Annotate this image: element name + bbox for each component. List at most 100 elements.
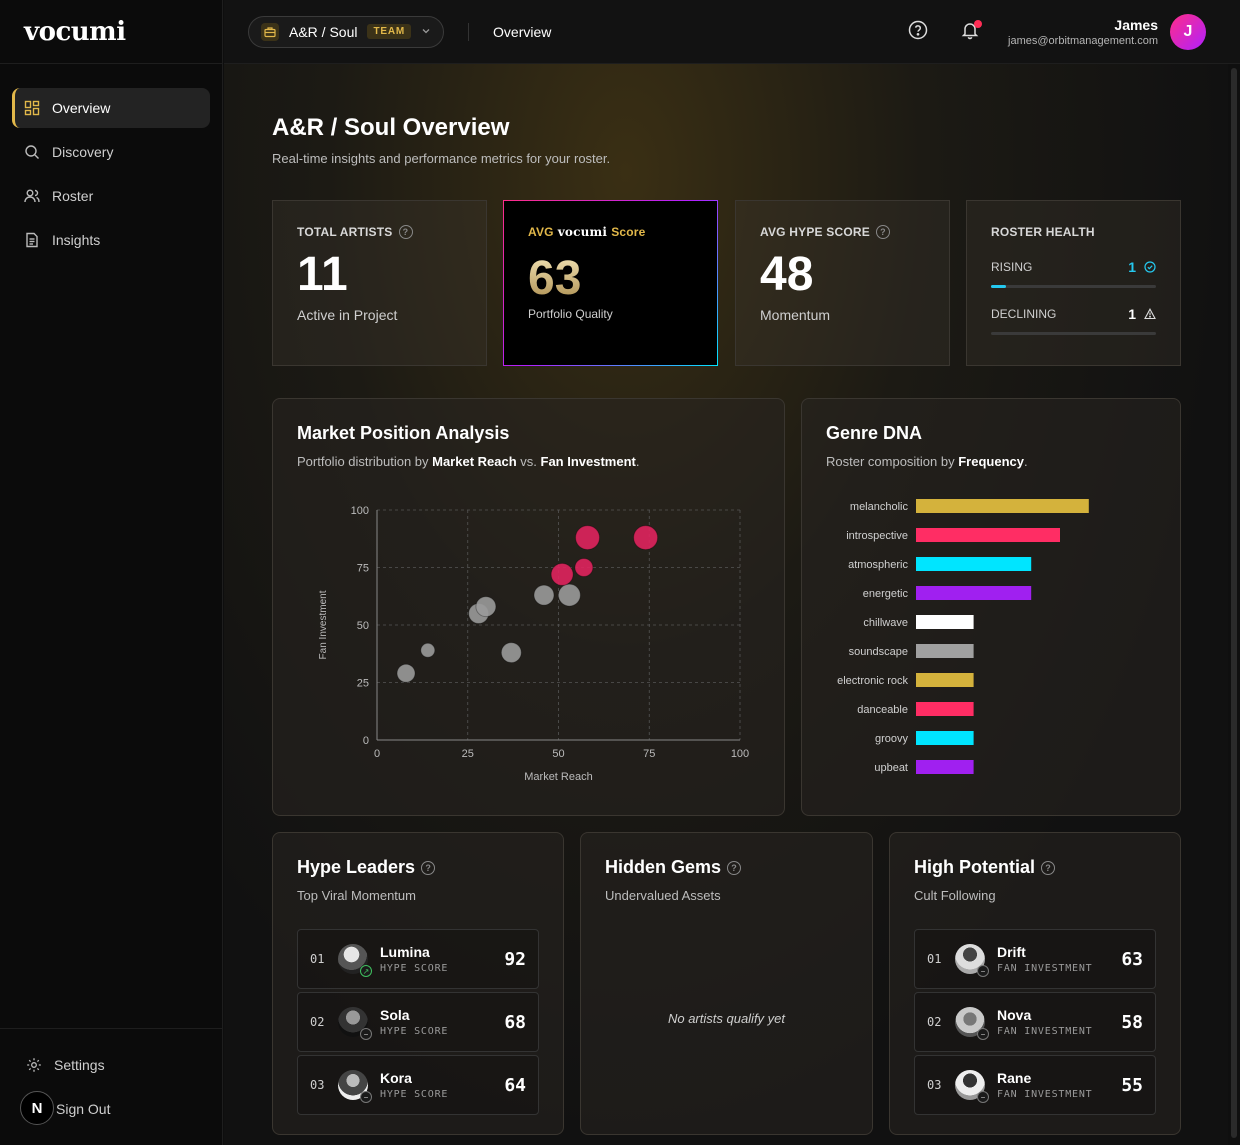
- panel-subtitle: Cult Following: [914, 888, 996, 903]
- gear-icon: [26, 1057, 42, 1073]
- x-tick-label: 100: [731, 748, 749, 760]
- team-name: A&R / Soul: [289, 23, 358, 40]
- topbar: A&R / Soul TEAM Overview James james@orb…: [224, 0, 1240, 64]
- sub-part: vs.: [516, 454, 541, 469]
- sidebar-item-label: Roster: [52, 188, 94, 204]
- sidebar: vocumi Overview Discovery Roster Insight…: [0, 0, 223, 1145]
- help-icon[interactable]: ?: [398, 225, 413, 239]
- avatar[interactable]: J: [1170, 14, 1206, 50]
- avatar: −: [955, 1070, 989, 1103]
- notifications-button[interactable]: [956, 18, 984, 46]
- sidebar-item-insights[interactable]: Insights: [12, 220, 210, 260]
- panel-title-text: High Potential: [914, 857, 1035, 877]
- scatter-point: [396, 663, 416, 683]
- user-email: james@orbitmanagement.com: [1008, 35, 1158, 47]
- trend-icon: ↗: [360, 965, 372, 977]
- list-item[interactable]: 03 − Rane FAN INVESTMENT 55: [914, 1055, 1156, 1115]
- market-position-panel: Market Position Analysis Portfolio distr…: [272, 398, 785, 816]
- y-tick-label: 0: [363, 735, 369, 747]
- y-axis-label: Fan Investment: [318, 590, 329, 659]
- avatar: −: [338, 1070, 372, 1103]
- artist-info: Kora HYPE SCORE: [380, 1070, 504, 1100]
- rank: 02: [310, 1015, 325, 1029]
- scrollbar-thumb[interactable]: [1231, 68, 1237, 1138]
- scatter-point: [557, 583, 581, 607]
- genre-label: chillwave: [863, 617, 908, 629]
- y-tick-label: 25: [357, 678, 369, 690]
- scatter-point: [633, 525, 659, 551]
- check-circle-icon: [1144, 261, 1156, 273]
- avatar-letter: J: [1183, 23, 1193, 40]
- list-item[interactable]: 01 ↗ Lumina HYPE SCORE 92: [297, 929, 539, 989]
- genre-label: groovy: [875, 733, 909, 745]
- help-button[interactable]: [904, 18, 932, 46]
- artist-name: Nova: [997, 1007, 1032, 1023]
- sidebar-item-discovery[interactable]: Discovery: [12, 132, 210, 172]
- stat-roster-health: ROSTER HEALTH RISING 1 DECLINING 1: [966, 200, 1181, 366]
- list-item[interactable]: 01 − Drift FAN INVESTMENT 63: [914, 929, 1156, 989]
- n-badge[interactable]: N: [20, 1091, 54, 1125]
- bell-icon: [960, 20, 980, 45]
- scatter-point: [550, 562, 574, 586]
- sidebar-footer: Settings Sign Out: [0, 1028, 223, 1145]
- list-item[interactable]: 02 − Nova FAN INVESTMENT 58: [914, 992, 1156, 1052]
- search-icon: [24, 144, 40, 160]
- y-tick-label: 75: [357, 563, 369, 575]
- sidebar-item-overview[interactable]: Overview: [12, 88, 210, 128]
- rank: 01: [927, 952, 942, 966]
- scatter-point: [575, 525, 601, 551]
- score: 68: [504, 1011, 526, 1033]
- stat-foot: Momentum: [760, 307, 831, 323]
- settings-label: Settings: [54, 1057, 105, 1073]
- stat-label-brand: vocumi: [557, 225, 608, 239]
- sidebar-item-roster[interactable]: Roster: [12, 176, 210, 216]
- panel-subtitle: Undervalued Assets: [605, 888, 721, 903]
- score: 63: [1121, 948, 1143, 970]
- help-icon[interactable]: ?: [875, 225, 890, 239]
- help-icon[interactable]: ?: [1041, 860, 1055, 875]
- team-selector[interactable]: A&R / Soul TEAM: [248, 15, 445, 48]
- stat-foot: Active in Project: [297, 307, 398, 323]
- scatter-point: [533, 584, 555, 606]
- health-rising-fill: [991, 285, 1006, 288]
- stat-label: TOTAL ARTISTS?: [297, 225, 462, 239]
- metric-label: HYPE SCORE: [380, 1026, 449, 1037]
- scatter-point: [574, 558, 594, 577]
- users-icon: [24, 188, 40, 204]
- x-axis-label: Market Reach: [524, 771, 592, 783]
- notification-dot: [974, 20, 983, 28]
- artist-info: Rane FAN INVESTMENT: [997, 1070, 1121, 1100]
- scatter-point: [500, 642, 522, 664]
- settings-button[interactable]: Settings: [14, 1045, 209, 1085]
- genre-label: soundscape: [849, 646, 908, 658]
- warning-icon: [1144, 308, 1156, 320]
- chevron-down-icon: [421, 23, 431, 41]
- genre-bar: [916, 615, 974, 629]
- help-icon[interactable]: ?: [421, 860, 436, 875]
- health-declining-bar: [991, 332, 1156, 335]
- health-rising-label: RISING: [991, 260, 1033, 274]
- genre-bar: [916, 673, 974, 687]
- brand-logo[interactable]: vocumi: [0, 0, 222, 64]
- scrollbar[interactable]: [1228, 64, 1240, 1145]
- briefcase-icon: [261, 22, 279, 41]
- scatter-point: [420, 642, 436, 658]
- sub-emph-x: Market Reach: [432, 454, 517, 469]
- stat-value: 63: [528, 253, 693, 305]
- x-tick-label: 75: [643, 748, 655, 760]
- stat-avg-vocumi-score: AVG vocumi Score 63 Portfolio Quality: [503, 200, 718, 366]
- stat-label-text: TOTAL ARTISTS: [297, 225, 393, 239]
- score: 92: [504, 948, 526, 970]
- minus-icon: −: [360, 1028, 372, 1040]
- genre-bar: [916, 644, 974, 658]
- sign-out-button[interactable]: Sign Out: [14, 1089, 209, 1129]
- rank: 02: [927, 1015, 942, 1029]
- genre-bar: [916, 557, 1032, 571]
- health-rising-row: RISING 1: [991, 259, 1156, 275]
- user-info[interactable]: James james@orbitmanagement.com: [1008, 17, 1158, 47]
- list-item[interactable]: 02 − Sola HYPE SCORE 68: [297, 992, 539, 1052]
- sub-part: Roster composition by: [826, 454, 959, 469]
- list-item[interactable]: 03 − Kora HYPE SCORE 64: [297, 1055, 539, 1115]
- stat-avg-hype: AVG HYPE SCORE? 48 Momentum: [735, 200, 950, 366]
- help-icon[interactable]: ?: [727, 860, 742, 875]
